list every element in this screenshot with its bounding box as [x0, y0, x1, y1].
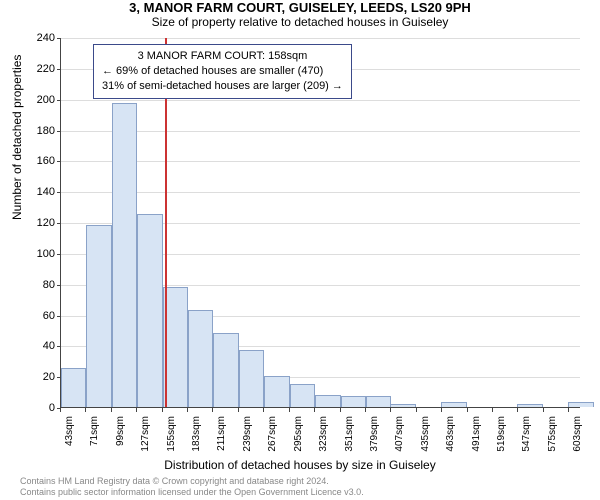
histogram-bar: [568, 402, 593, 407]
y-tick-label: 80: [25, 279, 55, 291]
x-tick-mark: [289, 408, 290, 412]
plot-area: 3 MANOR FARM COURT: 158sqm← 69% of detac…: [60, 38, 580, 408]
x-tick-mark: [390, 408, 391, 412]
x-tick-mark: [85, 408, 86, 412]
x-tick-label: 407sqm: [394, 416, 405, 456]
y-tick-label: 140: [25, 186, 55, 198]
y-tick-label: 220: [25, 63, 55, 75]
x-tick-label: 435sqm: [420, 416, 431, 456]
x-tick-label: 267sqm: [267, 416, 278, 456]
x-tick-label: 463sqm: [445, 416, 456, 456]
histogram-bar: [239, 350, 264, 407]
x-tick-label: 351sqm: [344, 416, 355, 456]
x-tick-label: 547sqm: [521, 416, 532, 456]
y-tick-mark: [57, 100, 61, 101]
y-tick-label: 200: [25, 94, 55, 106]
y-tick-label: 240: [25, 32, 55, 44]
x-tick-label: 99sqm: [115, 416, 126, 456]
y-tick-mark: [57, 38, 61, 39]
x-tick-mark: [314, 408, 315, 412]
y-tick-mark: [57, 69, 61, 70]
x-tick-label: 239sqm: [242, 416, 253, 456]
x-tick-mark: [441, 408, 442, 412]
x-tick-label: 491sqm: [471, 416, 482, 456]
page-title: 3, MANOR FARM COURT, GUISELEY, LEEDS, LS…: [0, 0, 600, 15]
x-tick-mark: [340, 408, 341, 412]
footer-line: Contains public sector information licen…: [20, 487, 364, 498]
y-tick-label: 120: [25, 217, 55, 229]
x-tick-mark: [543, 408, 544, 412]
x-tick-label: 155sqm: [166, 416, 177, 456]
histogram-bar: [341, 396, 366, 407]
histogram-bar: [390, 404, 415, 407]
y-tick-label: 0: [25, 402, 55, 414]
x-tick-mark: [263, 408, 264, 412]
y-axis-label: Number of detached properties: [10, 55, 24, 220]
x-tick-mark: [162, 408, 163, 412]
y-tick-label: 40: [25, 340, 55, 352]
x-tick-mark: [238, 408, 239, 412]
annotation-line: 3 MANOR FARM COURT: 158sqm: [102, 49, 343, 64]
histogram-chart: 3 MANOR FARM COURT: 158sqm← 69% of detac…: [60, 38, 580, 408]
x-tick-label: 183sqm: [191, 416, 202, 456]
y-tick-label: 180: [25, 125, 55, 137]
x-tick-label: 127sqm: [140, 416, 151, 456]
y-tick-label: 100: [25, 248, 55, 260]
x-tick-mark: [212, 408, 213, 412]
x-tick-label: 323sqm: [318, 416, 329, 456]
x-tick-label: 519sqm: [496, 416, 507, 456]
annotation-line: 31% of semi-detached houses are larger (…: [102, 79, 343, 94]
histogram-bar: [517, 404, 542, 407]
x-tick-mark: [416, 408, 417, 412]
histogram-bar: [213, 333, 238, 407]
annotation-line: ← 69% of detached houses are smaller (47…: [102, 64, 343, 79]
x-tick-mark: [492, 408, 493, 412]
histogram-bar: [441, 402, 466, 407]
histogram-bar: [264, 376, 289, 407]
y-tick-label: 20: [25, 371, 55, 383]
footer-attribution: Contains HM Land Registry data © Crown c…: [20, 476, 364, 498]
x-tick-mark: [365, 408, 366, 412]
x-axis-label: Distribution of detached houses by size …: [0, 458, 600, 472]
x-tick-label: 295sqm: [293, 416, 304, 456]
y-tick-mark: [57, 192, 61, 193]
histogram-bar: [366, 396, 391, 407]
y-tick-mark: [57, 285, 61, 286]
x-tick-label: 379sqm: [369, 416, 380, 456]
x-tick-mark: [568, 408, 569, 412]
histogram-bar: [290, 384, 315, 407]
annotation-box: 3 MANOR FARM COURT: 158sqm← 69% of detac…: [93, 44, 352, 99]
y-tick-mark: [57, 346, 61, 347]
histogram-bar: [61, 368, 86, 407]
y-tick-label: 60: [25, 310, 55, 322]
x-tick-label: 43sqm: [64, 416, 75, 456]
y-tick-label: 160: [25, 155, 55, 167]
y-tick-mark: [57, 131, 61, 132]
y-tick-mark: [57, 161, 61, 162]
x-tick-mark: [517, 408, 518, 412]
x-tick-label: 575sqm: [547, 416, 558, 456]
x-tick-label: 603sqm: [572, 416, 583, 456]
y-tick-mark: [57, 223, 61, 224]
y-tick-mark: [57, 316, 61, 317]
x-tick-label: 71sqm: [89, 416, 100, 456]
x-tick-mark: [187, 408, 188, 412]
x-tick-mark: [60, 408, 61, 412]
histogram-bar: [137, 214, 162, 407]
x-tick-mark: [111, 408, 112, 412]
histogram-bar: [188, 310, 213, 407]
y-tick-mark: [57, 254, 61, 255]
footer-line: Contains HM Land Registry data © Crown c…: [20, 476, 364, 487]
histogram-bar: [86, 225, 111, 407]
histogram-bar: [112, 103, 137, 407]
x-tick-mark: [136, 408, 137, 412]
x-tick-mark: [467, 408, 468, 412]
histogram-bar: [315, 395, 340, 407]
page-subtitle: Size of property relative to detached ho…: [0, 15, 600, 29]
x-tick-label: 211sqm: [216, 416, 227, 456]
